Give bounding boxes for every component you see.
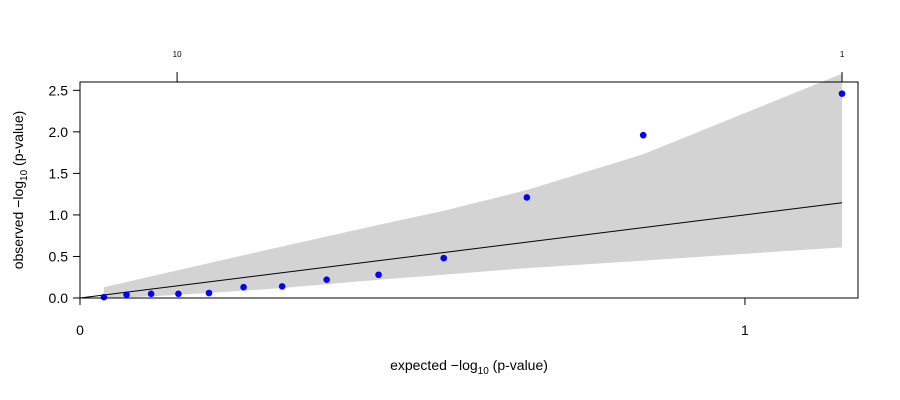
data-point	[838, 90, 846, 97]
y-tick-label: 2.5	[49, 82, 69, 98]
top-tick-label: 10	[173, 50, 182, 59]
data-point	[523, 194, 531, 201]
x-tick-label: 0	[76, 322, 84, 338]
y-tick-label: 1.0	[49, 207, 69, 223]
data-point	[175, 290, 182, 298]
x-axis-title-suffix: (p-value)	[489, 357, 548, 373]
data-point	[205, 289, 213, 297]
y-tick-label: 0.5	[49, 248, 69, 264]
data-point	[123, 291, 130, 298]
x-axis-title-subscript: 10	[478, 366, 490, 377]
y-axis-title: observed −log10 (p-value)	[10, 111, 30, 270]
data-point	[639, 131, 647, 139]
data-point	[100, 293, 108, 301]
y-tick-label: 1.5	[49, 165, 69, 181]
y-axis-title-prefix: observed −log	[10, 181, 26, 269]
confidence-band	[103, 73, 843, 298]
reference-line-layer	[79, 202, 843, 299]
data-point	[278, 283, 286, 290]
x-tick-label: 1	[741, 322, 749, 338]
y-axis-title-subscript: 10	[19, 169, 30, 181]
confidence-band-layer	[103, 73, 843, 298]
data-point	[375, 271, 382, 279]
y-tick-label: 0.0	[49, 290, 69, 306]
data-point	[240, 283, 247, 291]
top-axis: 10 1	[173, 50, 845, 82]
x-axis-title-prefix: expected −log	[390, 357, 478, 373]
points-layer	[100, 90, 846, 301]
top-tick-label: 1	[840, 50, 845, 59]
x-axis-title: expected −log10 (p-value)	[390, 357, 548, 377]
data-point	[323, 276, 330, 284]
data-point	[440, 254, 448, 262]
y-axis: 0.0 0.5 1.0 1.5 2.0 2.5	[49, 82, 80, 306]
plot-frame	[79, 81, 859, 299]
y-tick-label: 2.0	[49, 124, 69, 140]
data-point	[147, 290, 155, 298]
y-axis-title-suffix: (p-value)	[10, 111, 26, 170]
reference-line	[79, 202, 843, 299]
